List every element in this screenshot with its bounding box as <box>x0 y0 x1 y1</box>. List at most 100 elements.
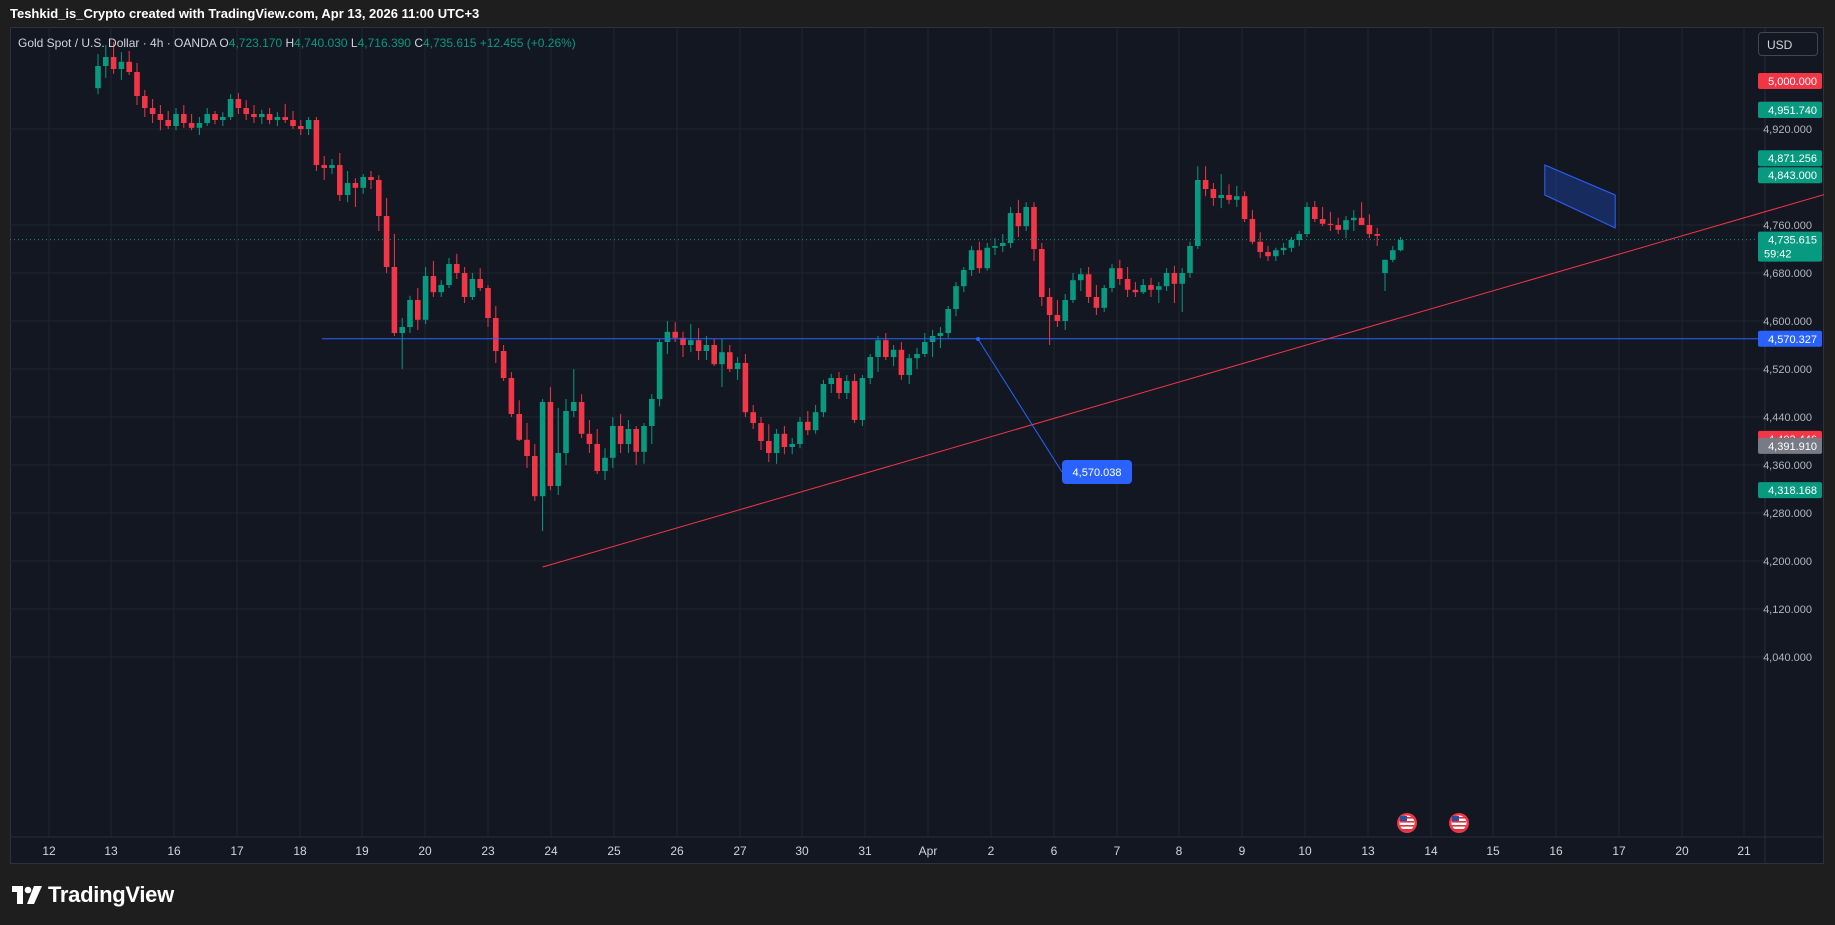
candle-body <box>438 285 444 293</box>
candle-body <box>633 429 639 452</box>
candle-body <box>1195 180 1201 246</box>
price-tag-label: 4,735.615 <box>1768 235 1817 247</box>
price-tag <box>1758 150 1822 167</box>
candle-body <box>867 357 873 378</box>
candle-body <box>937 333 944 336</box>
candle-body <box>1390 250 1396 260</box>
candle-body <box>1007 213 1014 243</box>
candle-body <box>493 318 499 351</box>
symbol-title[interactable]: Gold Spot / U.S. Dollar · 4h · OANDA <box>18 36 217 50</box>
candle-body <box>1210 189 1217 198</box>
us-flag-event-icon[interactable] <box>1449 813 1469 833</box>
candle-body <box>1273 250 1279 257</box>
candle-body <box>906 358 912 375</box>
candle-body <box>610 426 616 458</box>
currency-button[interactable]: USD <box>1758 32 1818 56</box>
economic-events[interactable] <box>1397 813 1469 833</box>
price-tag-label: 4,391.910 <box>1768 441 1817 453</box>
candle-body <box>532 456 538 497</box>
candle-body <box>1109 268 1115 288</box>
candle-body <box>711 345 717 365</box>
candle-body <box>1319 219 1326 224</box>
candle-body <box>1070 280 1076 300</box>
candle-body <box>1054 315 1061 321</box>
drawings[interactable]: 4,570.038 <box>10 159 1824 568</box>
candle-body <box>1304 207 1310 234</box>
candle-body <box>1148 285 1154 290</box>
candle-body <box>430 276 437 293</box>
candle-body <box>1101 288 1107 308</box>
candle-body <box>1226 195 1232 200</box>
candlestick-chart[interactable]: 4,920.000 4,760.000 4,680.000 4,600.000 4,52… <box>10 27 1824 864</box>
price-axis[interactable]: 4,920.000 4,760.000 4,680.000 4,600.000 4,52… <box>1763 124 1812 664</box>
candle-body <box>469 279 476 297</box>
chart-pane[interactable] <box>10 27 1824 864</box>
candle-body <box>1312 207 1318 219</box>
high-value: 4,740.030 <box>294 36 348 50</box>
candle-body <box>243 108 249 114</box>
candle-body <box>1374 234 1380 236</box>
candle-body <box>259 114 265 117</box>
brand-name: TradingView <box>48 882 174 907</box>
candle-body <box>719 352 725 365</box>
candle-body <box>992 246 998 248</box>
x-tick-label: 17 <box>1612 844 1626 858</box>
candle-body <box>1156 286 1162 290</box>
candle-body <box>1218 195 1224 198</box>
us-flag-event-icon[interactable] <box>1397 813 1417 833</box>
candle-body <box>1015 213 1022 227</box>
x-tick-label: 7 <box>1114 844 1121 858</box>
candle-body <box>695 340 702 351</box>
y-tick-label: 4,440.000 <box>1763 412 1812 424</box>
price-tag-label: 4,951.740 <box>1768 105 1817 117</box>
y-tick-label: 4,040.000 <box>1763 652 1812 664</box>
candle-body <box>1280 247 1287 251</box>
candle-body <box>1265 252 1271 257</box>
callout-leader <box>977 338 1063 473</box>
candle-body <box>399 327 405 333</box>
candle-body <box>212 114 218 120</box>
candle-body <box>672 331 678 338</box>
candle-body <box>1249 219 1256 242</box>
candle-body <box>173 114 179 126</box>
x-tick-label: 30 <box>795 844 809 858</box>
candle-body <box>485 288 491 318</box>
candle-body <box>1062 300 1068 321</box>
candle-body <box>368 177 374 180</box>
price-tag <box>1758 101 1822 118</box>
price-tag-label: 5,000.000 <box>1768 76 1817 88</box>
x-tick-label: 20 <box>418 844 432 858</box>
x-tick-label: 18 <box>293 844 307 858</box>
grid-lines <box>10 27 1824 864</box>
close-value: 4,735.615 <box>423 36 477 50</box>
candle-body <box>742 363 749 413</box>
candle-body <box>134 72 140 96</box>
candle-body <box>1397 240 1404 251</box>
flag-stripe <box>1400 825 1414 827</box>
x-tick-label: 2 <box>988 844 995 858</box>
candle-body <box>844 381 850 393</box>
candle-body <box>1296 234 1302 240</box>
candle-body <box>789 444 795 447</box>
open-label: O <box>219 36 229 50</box>
y-tick-label: 4,200.000 <box>1763 556 1812 568</box>
candle-body <box>422 276 429 320</box>
time-axis[interactable]: 12 13 16 17 18 19 20 23 24 25 26 27 30 31 Apr 2 6 7 8 9 10 13… <box>42 844 1751 858</box>
flag-stripe <box>1452 821 1466 823</box>
price-tag <box>1758 437 1822 454</box>
candle-body <box>805 421 811 431</box>
candle-body <box>516 414 522 440</box>
candle-body <box>1031 207 1037 249</box>
x-tick-label: 20 <box>1675 844 1689 858</box>
candle-body <box>1000 243 1006 246</box>
x-tick-label: 14 <box>1424 844 1438 858</box>
candle-body <box>758 423 764 441</box>
bull-flag-channel <box>1544 164 1616 229</box>
candle-body <box>1335 225 1341 230</box>
candle-body <box>126 61 132 72</box>
ohlc-legend: Gold Spot / U.S. Dollar · 4h · OANDA O 4,… <box>18 35 576 51</box>
candle-body <box>766 441 772 453</box>
candle-body <box>836 378 842 393</box>
price-tag <box>1758 167 1822 184</box>
candle-body <box>181 114 187 123</box>
